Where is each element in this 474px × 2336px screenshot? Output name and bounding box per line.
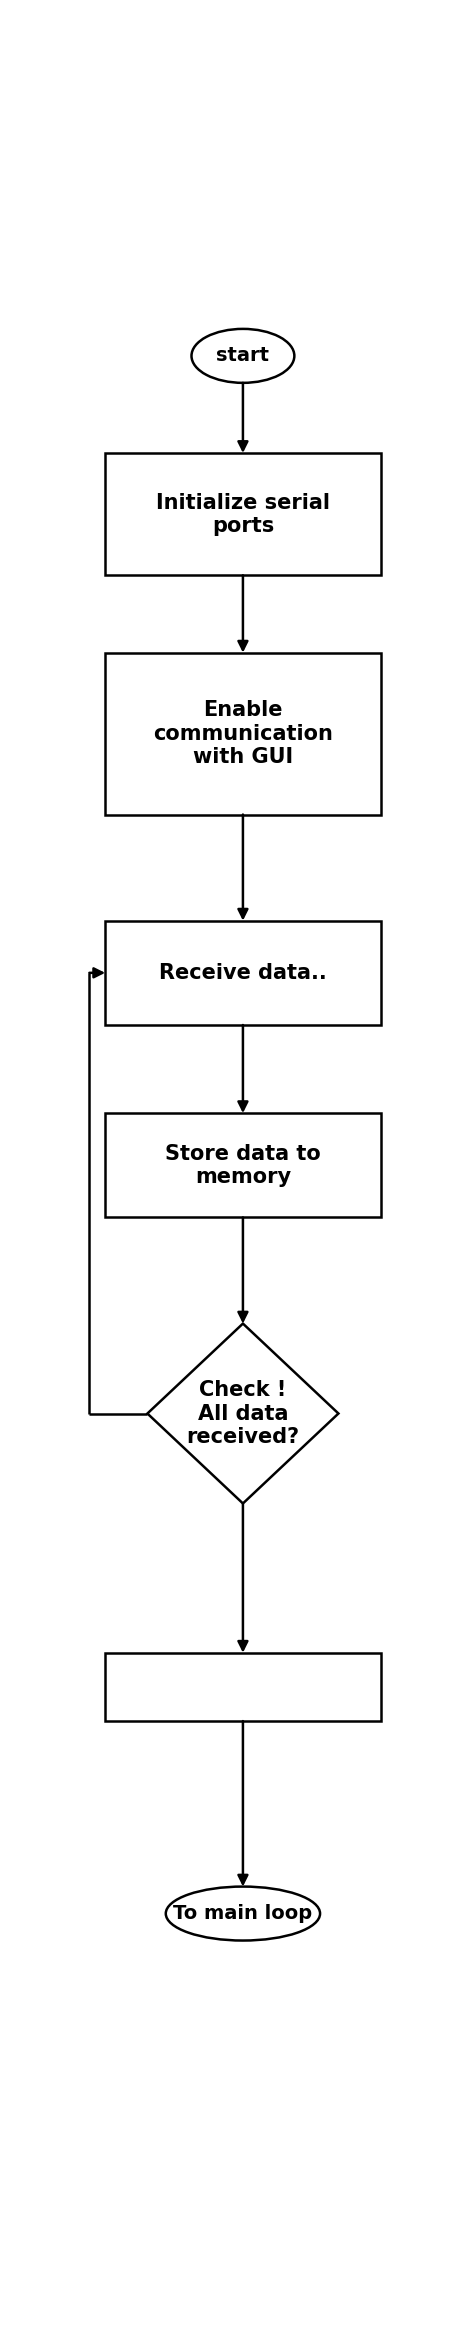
Polygon shape [147,1325,338,1504]
Text: Initialize serial
ports: Initialize serial ports [156,493,330,535]
Bar [105,652,381,815]
Text: Check !
All data
received?: Check ! All data received? [186,1381,300,1446]
Bar [105,1114,381,1217]
Bar [105,920,381,1026]
Bar [105,1654,381,1722]
Ellipse shape [191,329,294,383]
Text: Enable
communication
with GUI: Enable communication with GUI [153,701,333,766]
Text: Store data to
memory: Store data to memory [165,1145,321,1187]
Ellipse shape [166,1887,320,1941]
Text: Receive data..: Receive data.. [159,962,327,983]
Text: To main loop: To main loop [173,1904,312,1923]
Bar [105,453,381,575]
Text: start: start [217,346,269,364]
